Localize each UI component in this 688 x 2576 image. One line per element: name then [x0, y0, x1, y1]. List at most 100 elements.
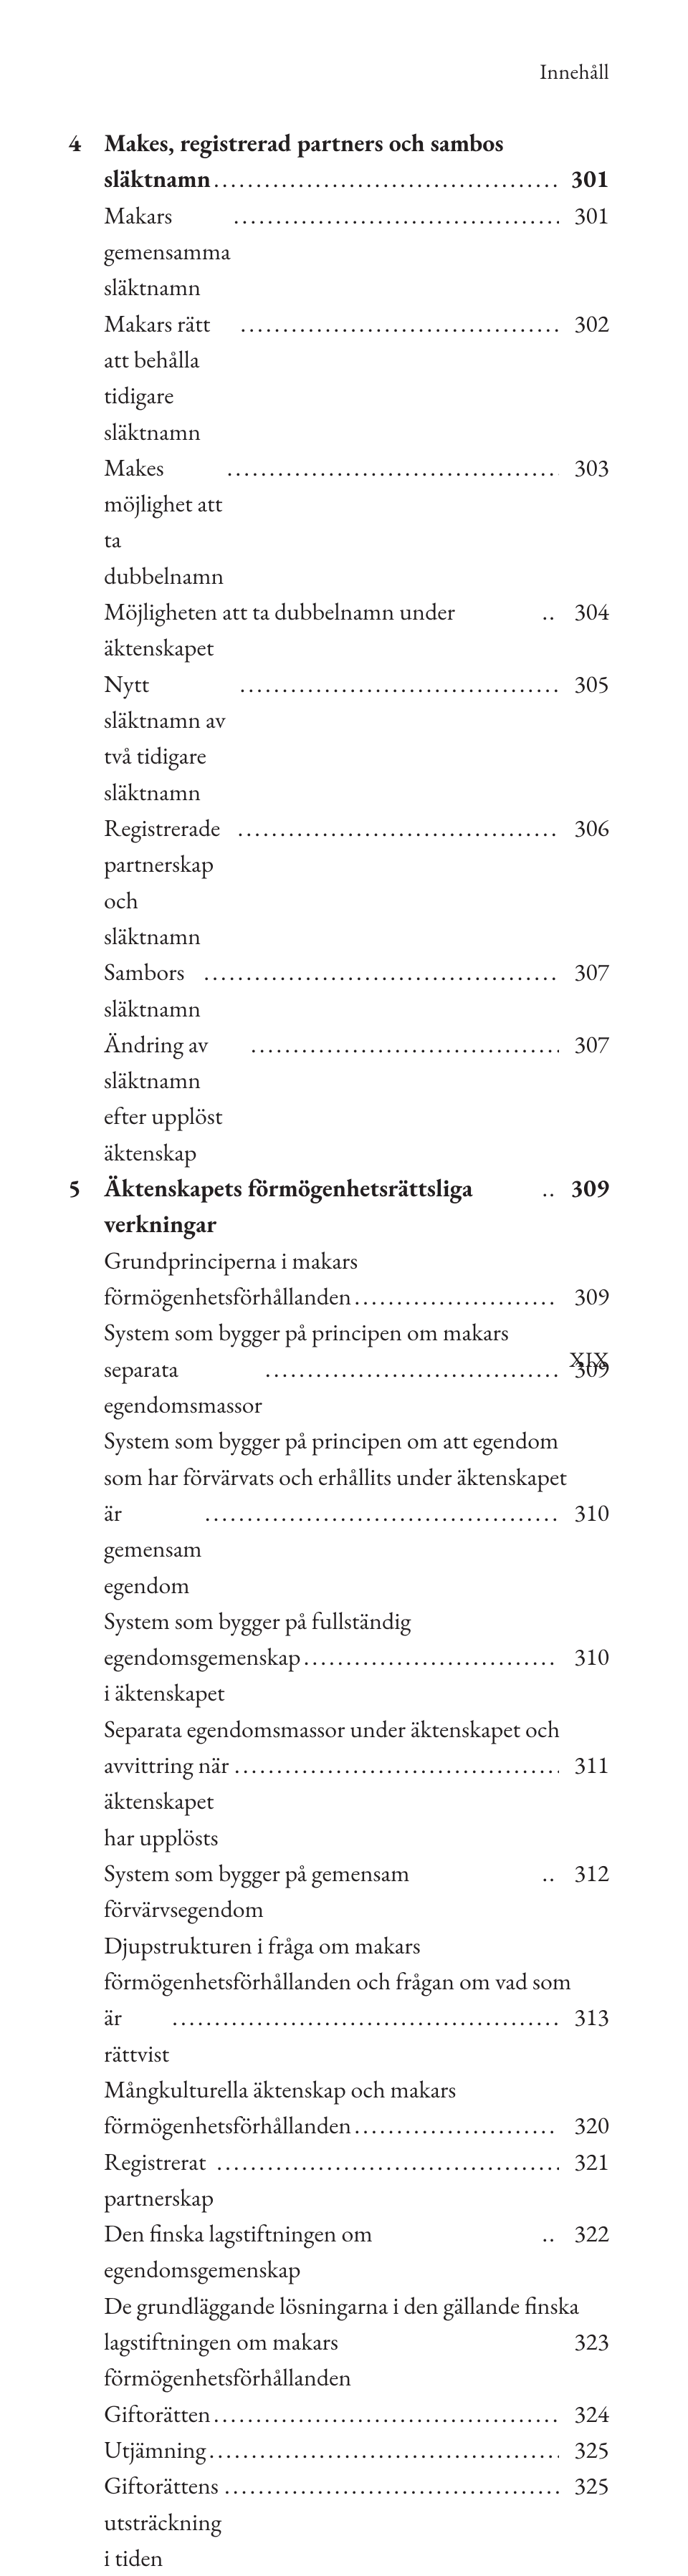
toc-line: Utjämning 325	[104, 2432, 609, 2468]
toc-entry-text: Registrerat partnerskap	[104, 2144, 214, 2216]
toc-leader	[214, 2144, 559, 2180]
toc-line: 4Makes, registrerad partners och sambos	[104, 125, 609, 161]
toc-page-number: 325	[559, 2468, 609, 2504]
toc-leader	[231, 198, 559, 234]
toc-line: Makes möjlighet att ta dubbelnamn 303	[104, 450, 609, 594]
toc-entry-text: Utjämning	[104, 2432, 206, 2468]
toc-leader	[211, 2396, 559, 2432]
toc-line: Den finska lagstiftningen om egendomsgem…	[104, 2216, 609, 2288]
toc-line: är gemensam egendom 310	[104, 1495, 609, 1603]
toc-line: förmögenhetsförhållanden och frågan om v…	[104, 1964, 609, 1999]
toc-leader	[224, 450, 559, 486]
toc-page-number: 301	[559, 198, 609, 234]
chapter-number: 4	[68, 125, 81, 161]
chapter-number: 5	[68, 1171, 81, 1206]
toc-leader	[169, 1999, 559, 2035]
toc-entry-text: Separata egendomsmassor under äktenskape…	[104, 1711, 560, 1747]
toc-page-number: 309	[559, 1171, 609, 1206]
toc-line: förmögenhetsförhållanden309	[104, 1279, 609, 1315]
toc-line: Grundprinciperna i makars	[104, 1243, 609, 1279]
toc-line: Makars gemensamma släktnamn 301	[104, 198, 609, 306]
toc-leader: ..	[539, 1171, 559, 1206]
toc-entry-text: Mångkulturella äktenskap och makars	[104, 2072, 456, 2108]
toc-entry-text: Äktenskapets förmögenhetsrättsliga verkn…	[104, 1171, 539, 1243]
toc-line: lagstiftningen om makars förmögenhetsför…	[104, 2324, 609, 2396]
toc-entry-text: De grundläggande lösningarna i den gälla…	[104, 2288, 579, 2324]
toc-line: Nytt släktnamn av två tidigare släktnamn…	[104, 666, 609, 810]
running-head: Innehåll	[104, 57, 609, 85]
toc-line: Djupstrukturen i fråga om makars	[104, 1928, 609, 1964]
toc-leader: ..	[539, 2216, 559, 2251]
toc-line: egendomsgemenskap i äktenskapet 310	[104, 1639, 609, 1711]
toc-entry-text: Möjligheten att ta dubbelnamn under äkte…	[104, 594, 539, 666]
toc-line: Sambors släktnamn307	[104, 954, 609, 1027]
toc-page-number: 310	[559, 1495, 609, 1531]
toc-page-number: 322	[559, 2216, 609, 2251]
toc-leader	[231, 1747, 559, 1783]
toc-leader	[262, 1351, 559, 1387]
toc-page-number: 305	[559, 666, 609, 702]
toc-entry-text: Ändring av släktnamn efter upplöst äkten…	[104, 1027, 248, 1171]
toc-line: är rättvist 313	[104, 1999, 609, 2072]
toc-entry-text: Grundprinciperna i makars	[104, 1243, 358, 1279]
toc-entry-text: Makes, registrerad partners och sambos	[104, 125, 504, 161]
toc-page-number: 306	[559, 810, 609, 846]
toc-entry-text: förmögenhetsförhållanden och frågan om v…	[104, 1964, 571, 1999]
toc-page-number: 313	[559, 1999, 609, 2035]
toc-leader	[237, 666, 559, 702]
toc-entry-text: avvittring när äktenskapet har upplösts	[104, 1747, 231, 1855]
toc-entry-text: Makes möjlighet att ta dubbelnamn	[104, 450, 224, 594]
toc-page-number: 304	[559, 594, 609, 630]
toc-leader	[202, 1495, 559, 1531]
toc-entry-text: Sambors släktnamn	[104, 954, 201, 1027]
toc-line: Giftorätten 324	[104, 2396, 609, 2432]
toc-page-number: 325	[559, 2432, 609, 2468]
toc-page-number: 303	[559, 450, 609, 486]
toc-leader	[211, 161, 559, 197]
toc-page-number: 302	[559, 306, 609, 342]
toc-line: System som bygger på principen om att eg…	[104, 1423, 609, 1458]
toc-line: De grundläggande lösningarna i den gälla…	[104, 2288, 609, 2324]
toc-line: Separata egendomsmassor under äktenskape…	[104, 1711, 609, 1747]
toc-leader: ..	[539, 1855, 559, 1891]
toc-line: Möjligheten att ta dubbelnamn under äkte…	[104, 594, 609, 666]
toc-line: Giftorättens utsträckning i tiden 325	[104, 2468, 609, 2576]
toc-leader	[248, 1027, 559, 1062]
toc-entry-text: Djupstrukturen i fråga om makars	[104, 1928, 421, 1964]
toc-entry-text: förmögenhetsförhållanden	[104, 1279, 351, 1315]
toc-entry-text: separata egendomsmassor	[104, 1351, 262, 1423]
toc-leader: ..	[539, 594, 559, 630]
toc-entry-text: är gemensam egendom	[104, 1495, 202, 1603]
toc-entry-text: Den finska lagstiftningen om egendomsgem…	[104, 2216, 539, 2288]
toc-entry-text: System som bygger på principen om att eg…	[104, 1423, 558, 1458]
toc-leader	[237, 306, 559, 342]
toc-entry-text: Makars gemensamma släktnamn	[104, 198, 231, 306]
toc-leader	[301, 1639, 559, 1675]
toc-entry-text: släktnamn	[104, 161, 211, 197]
toc-entry-text: Giftorätten	[104, 2396, 211, 2432]
toc-leader	[351, 1279, 559, 1315]
toc-page-number: 307	[559, 1027, 609, 1062]
toc-line: Registrerade partnerskap och släktnamn 30…	[104, 810, 609, 954]
toc-entry-text: System som bygger på fullständig	[104, 1603, 411, 1639]
toc-entry-text: förmögenhetsförhållanden	[104, 2108, 351, 2143]
toc-line: Registrerat partnerskap321	[104, 2144, 609, 2216]
toc-page-number: 324	[559, 2396, 609, 2432]
toc-line: separata egendomsmassor309	[104, 1351, 609, 1423]
toc-page-number: 311	[559, 1747, 609, 1783]
toc-leader	[235, 810, 559, 846]
toc-line: som har förvärvats och erhållits under ä…	[104, 1459, 609, 1495]
toc-leader	[206, 2432, 560, 2468]
toc-line: System som bygger på principen om makars	[104, 1315, 609, 1350]
toc-entry-text: Giftorättens utsträckning i tiden	[104, 2468, 221, 2576]
toc-page-number: 310	[559, 1639, 609, 1675]
toc-entry-text: som har förvärvats och erhållits under ä…	[104, 1459, 567, 1495]
toc-page-number: 323	[559, 2324, 609, 2360]
toc-entry-text: är rättvist	[104, 1999, 169, 2072]
toc-line: avvittring när äktenskapet har upplösts 3…	[104, 1747, 609, 1855]
toc-entry-text: egendomsgemenskap i äktenskapet	[104, 1639, 301, 1711]
toc-entry-text: System som bygger på gemensam förvärvseg…	[104, 1855, 539, 1928]
toc-entry-text: Nytt släktnamn av två tidigare släktnamn	[104, 666, 237, 810]
toc-entry-text: Registrerade partnerskap och släktnamn	[104, 810, 235, 954]
toc-page-number: 320	[559, 2108, 609, 2143]
